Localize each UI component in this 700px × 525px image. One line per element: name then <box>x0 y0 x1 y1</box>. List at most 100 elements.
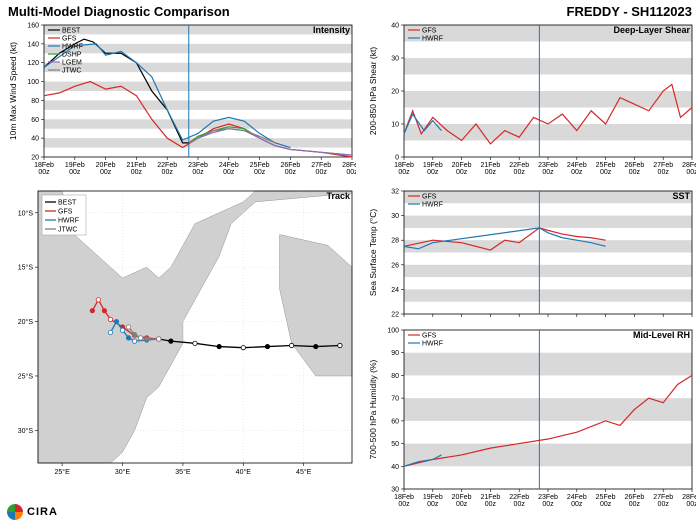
svg-text:19Feb: 19Feb <box>423 162 443 169</box>
svg-text:30: 30 <box>391 56 399 63</box>
svg-text:00z: 00z <box>485 169 497 176</box>
svg-text:00z: 00z <box>162 169 174 176</box>
svg-text:200-850 hPa Shear (kt): 200-850 hPa Shear (kt) <box>368 47 378 136</box>
svg-text:30: 30 <box>391 487 399 494</box>
svg-text:21Feb: 21Feb <box>480 162 500 169</box>
svg-text:00z: 00z <box>69 169 81 176</box>
svg-text:26Feb: 26Feb <box>280 162 300 169</box>
svg-text:24Feb: 24Feb <box>219 162 239 169</box>
svg-text:70: 70 <box>391 396 399 403</box>
svg-text:25Feb: 25Feb <box>250 162 270 169</box>
svg-text:24Feb: 24Feb <box>567 162 587 169</box>
svg-text:00z: 00z <box>600 501 612 508</box>
svg-text:22: 22 <box>391 312 399 319</box>
svg-text:00z: 00z <box>686 501 696 508</box>
svg-text:28: 28 <box>391 238 399 245</box>
svg-text:00z: 00z <box>316 169 328 176</box>
svg-text:26: 26 <box>391 262 399 269</box>
svg-text:00z: 00z <box>571 169 583 176</box>
svg-text:00z: 00z <box>485 501 497 508</box>
svg-text:25Feb: 25Feb <box>596 494 616 501</box>
svg-text:140: 140 <box>27 41 39 48</box>
svg-text:22Feb: 22Feb <box>509 162 529 169</box>
svg-text:BEST: BEST <box>62 28 81 35</box>
svg-text:25Feb: 25Feb <box>596 162 616 169</box>
svg-text:160: 160 <box>27 23 39 30</box>
svg-text:30°S: 30°S <box>18 427 34 435</box>
svg-text:00z: 00z <box>427 501 439 508</box>
svg-text:40: 40 <box>391 23 399 30</box>
svg-text:30: 30 <box>391 213 399 220</box>
svg-text:50: 50 <box>391 441 399 448</box>
svg-text:Mid-Level RH: Mid-Level RH <box>633 330 690 340</box>
svg-text:21Feb: 21Feb <box>126 162 146 169</box>
svg-text:40: 40 <box>391 464 399 471</box>
svg-text:Intensity: Intensity <box>313 25 350 35</box>
shear-panel: 01020304018Feb00z19Feb00z20Feb00z21Feb00… <box>366 21 696 181</box>
svg-text:00z: 00z <box>398 169 410 176</box>
svg-text:30°E: 30°E <box>115 468 131 476</box>
track-panel: 25°E30°E35°E40°E45°E10°S15°S20°S25°S30°S… <box>6 187 356 519</box>
svg-text:23Feb: 23Feb <box>538 494 558 501</box>
svg-text:SST: SST <box>672 191 690 201</box>
svg-text:28Feb: 28Feb <box>682 494 696 501</box>
svg-text:00z: 00z <box>131 169 143 176</box>
svg-text:00z: 00z <box>285 169 297 176</box>
svg-text:100: 100 <box>387 328 399 335</box>
svg-text:28Feb: 28Feb <box>682 162 696 169</box>
svg-text:00z: 00z <box>629 501 641 508</box>
svg-text:00z: 00z <box>427 169 439 176</box>
svg-text:80: 80 <box>391 373 399 380</box>
svg-text:00z: 00z <box>542 169 554 176</box>
svg-text:23Feb: 23Feb <box>538 162 558 169</box>
svg-text:DSHP: DSHP <box>62 52 82 59</box>
svg-text:25°E: 25°E <box>55 468 71 476</box>
svg-text:27Feb: 27Feb <box>653 494 673 501</box>
svg-text:00z: 00z <box>456 501 468 508</box>
svg-text:100: 100 <box>27 79 39 86</box>
rh-panel: 3040506070809010018Feb00z19Feb00z20Feb00… <box>366 326 696 519</box>
svg-text:GFS: GFS <box>422 333 437 340</box>
svg-text:27Feb: 27Feb <box>653 162 673 169</box>
svg-text:120: 120 <box>27 60 39 67</box>
svg-text:35°E: 35°E <box>175 468 191 476</box>
svg-text:00z: 00z <box>192 169 204 176</box>
svg-text:00z: 00z <box>658 501 670 508</box>
svg-text:80: 80 <box>31 98 39 105</box>
svg-text:GFS: GFS <box>62 36 77 43</box>
svg-text:20Feb: 20Feb <box>452 494 472 501</box>
svg-text:28Feb: 28Feb <box>342 162 356 169</box>
svg-text:90: 90 <box>391 350 399 357</box>
svg-text:Deep-Layer Shear: Deep-Layer Shear <box>613 25 690 35</box>
svg-text:00z: 00z <box>658 169 670 176</box>
svg-text:GFS: GFS <box>422 194 437 201</box>
svg-text:19Feb: 19Feb <box>65 162 85 169</box>
svg-text:32: 32 <box>391 189 399 196</box>
svg-text:21Feb: 21Feb <box>480 494 500 501</box>
svg-text:00z: 00z <box>100 169 112 176</box>
svg-text:Track: Track <box>326 191 351 201</box>
svg-text:18Feb: 18Feb <box>394 494 414 501</box>
svg-text:24: 24 <box>391 287 399 294</box>
svg-text:BEST: BEST <box>58 200 77 207</box>
svg-text:20Feb: 20Feb <box>452 162 472 169</box>
svg-text:JTWC: JTWC <box>58 227 77 234</box>
svg-text:60: 60 <box>31 117 39 124</box>
svg-text:26Feb: 26Feb <box>624 494 644 501</box>
svg-text:10°S: 10°S <box>18 209 34 217</box>
svg-text:26Feb: 26Feb <box>624 162 644 169</box>
svg-text:40: 40 <box>31 136 39 143</box>
svg-text:00z: 00z <box>254 169 266 176</box>
title-right: FREDDY - SH112023 <box>567 4 693 19</box>
svg-text:00z: 00z <box>346 169 356 176</box>
svg-text:00z: 00z <box>514 501 526 508</box>
svg-text:00z: 00z <box>686 169 696 176</box>
svg-text:00z: 00z <box>629 169 641 176</box>
svg-text:25°S: 25°S <box>18 372 34 380</box>
svg-text:15°S: 15°S <box>18 264 34 272</box>
svg-text:20: 20 <box>391 89 399 96</box>
svg-text:18Feb: 18Feb <box>394 162 414 169</box>
intensity-panel: 2040608010012014016018Feb00z19Feb00z20Fe… <box>6 21 356 181</box>
svg-text:700-500 hPa Humidity (%): 700-500 hPa Humidity (%) <box>368 359 378 459</box>
svg-text:20°S: 20°S <box>18 318 34 326</box>
